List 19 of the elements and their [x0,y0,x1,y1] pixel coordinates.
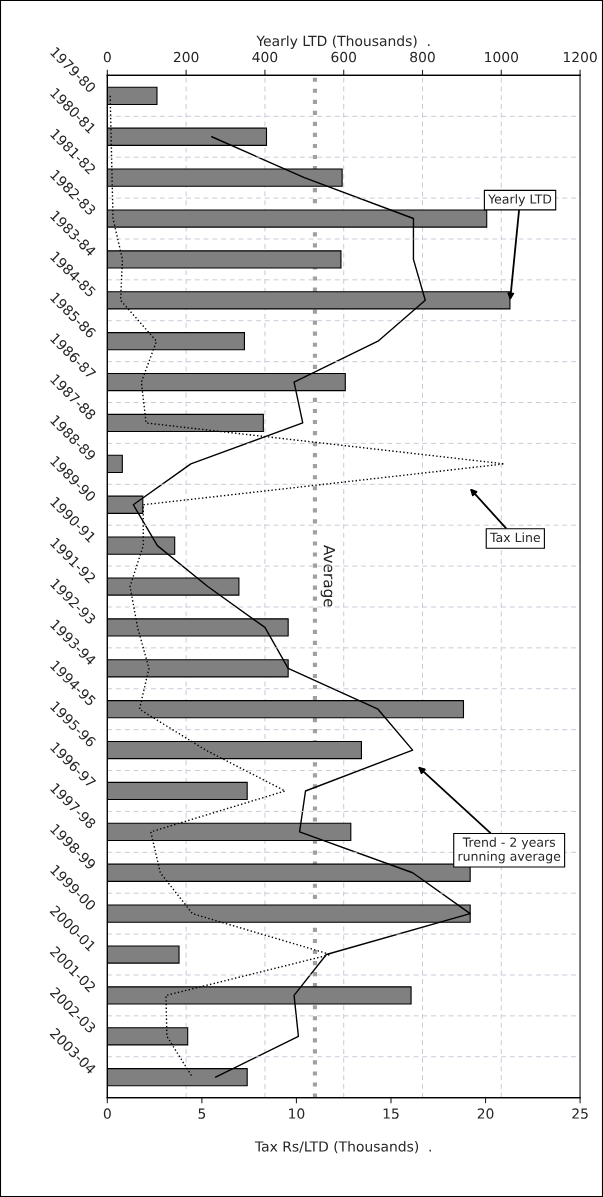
x-axis-title: Tax Rs/LTD (Thousands) . [254,1140,432,1154]
x-tick-label: 0 [103,1108,111,1119]
x-tick-label: 10 [289,1108,305,1119]
ref-line-label: Average [320,545,335,607]
x2-tick-label: 200 [173,51,199,63]
x-tick-label: 20 [477,1108,494,1119]
x-tick-label: 5 [198,1108,206,1119]
annotation: Tax Line [489,532,540,543]
annotation: Yearly LTD [488,194,552,207]
x2-axis-title: Yearly LTD (Thousands) . [256,35,430,49]
x2-tick-label: 1200 [563,51,597,63]
annotation: Trend - 2 years running average [458,837,561,864]
x2-tick-label: 800 [410,51,435,63]
x2-tick-label: 0 [103,51,111,63]
x2-tick-label: 400 [252,51,278,63]
x2-tick-label: 600 [331,51,357,63]
x-tick-label: 25 [572,1108,588,1119]
x2-tick-label: 1000 [485,51,519,63]
x-tick-label: 15 [383,1108,399,1119]
